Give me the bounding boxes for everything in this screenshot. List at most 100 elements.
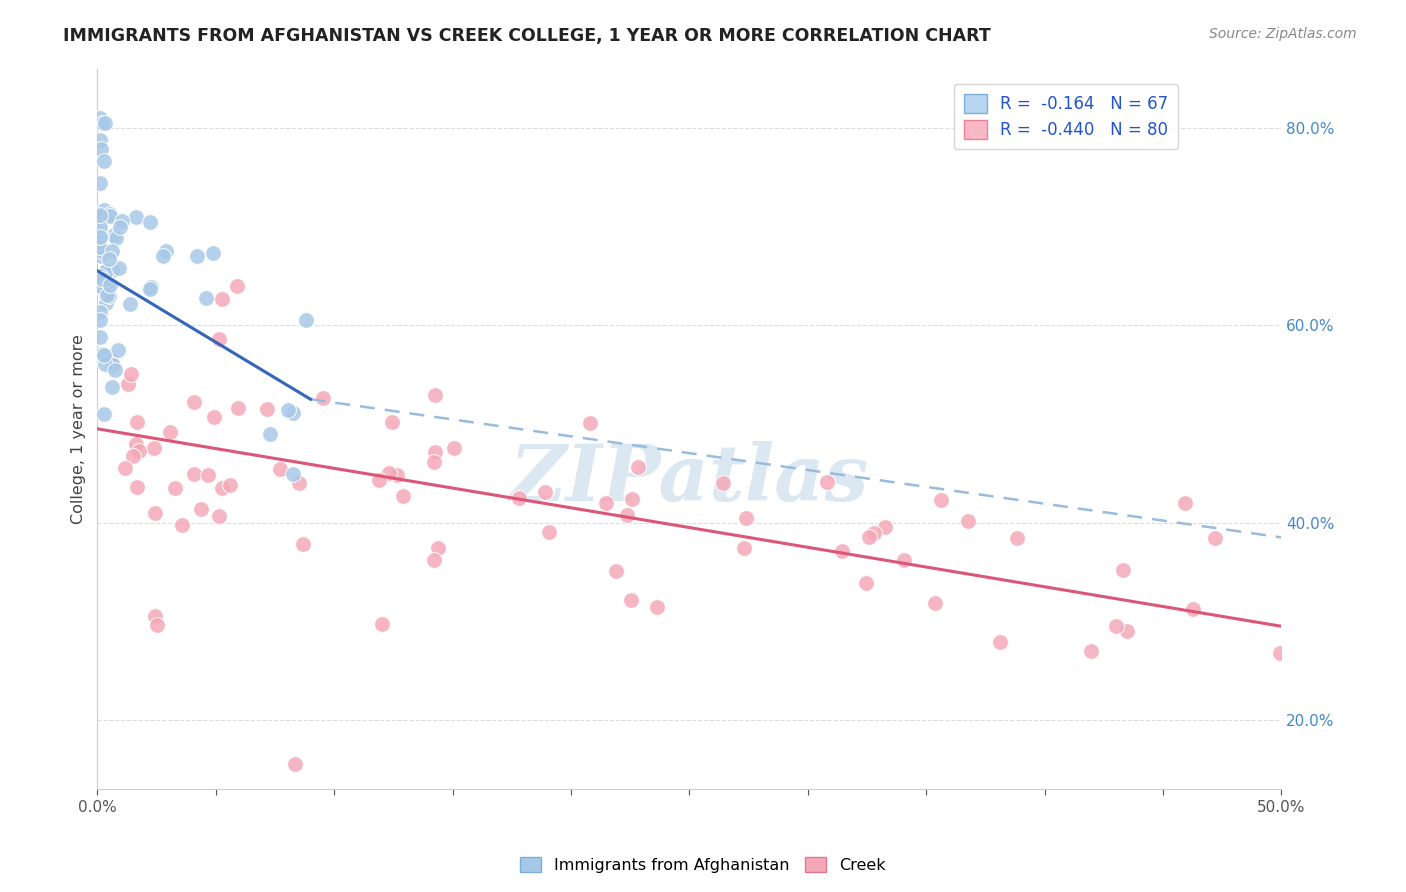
Point xyxy=(208,508,231,523)
Point xyxy=(367,473,389,487)
Point xyxy=(1204,531,1226,545)
Point xyxy=(534,485,557,500)
Text: IMMIGRANTS FROM AFGHANISTAN VS CREEK COLLEGE, 1 YEAR OR MORE CORRELATION CHART: IMMIGRANTS FROM AFGHANISTAN VS CREEK COL… xyxy=(63,27,991,45)
Point xyxy=(100,353,122,368)
Point xyxy=(862,525,884,540)
Point xyxy=(194,292,217,306)
Point xyxy=(90,116,112,130)
Point xyxy=(1080,644,1102,658)
Point xyxy=(128,444,150,458)
Legend: R =  -0.164   N = 67, R =  -0.440   N = 80: R = -0.164 N = 67, R = -0.440 N = 80 xyxy=(953,84,1178,149)
Text: ZIPatlas: ZIPatlas xyxy=(510,441,869,517)
Point xyxy=(89,132,111,146)
Point xyxy=(127,416,149,430)
Point xyxy=(96,278,118,293)
Point xyxy=(107,343,129,358)
Point xyxy=(104,230,127,244)
Point xyxy=(202,246,225,260)
Point xyxy=(101,244,124,258)
Point xyxy=(197,468,219,483)
Point xyxy=(117,377,139,392)
Point xyxy=(93,407,115,421)
Point xyxy=(226,279,249,293)
Point xyxy=(89,230,111,244)
Point xyxy=(89,269,111,284)
Point xyxy=(1005,531,1028,545)
Point xyxy=(423,552,446,566)
Point xyxy=(1181,602,1204,616)
Point xyxy=(1111,563,1133,577)
Point xyxy=(423,455,446,469)
Point xyxy=(1105,618,1128,632)
Point xyxy=(90,347,112,361)
Point xyxy=(120,368,142,382)
Point xyxy=(579,417,602,431)
Point xyxy=(284,757,307,772)
Point xyxy=(381,415,404,429)
Point xyxy=(190,501,212,516)
Point xyxy=(711,475,734,490)
Point xyxy=(392,489,415,503)
Point xyxy=(122,449,145,463)
Point xyxy=(143,506,166,520)
Point xyxy=(93,154,115,169)
Point xyxy=(97,252,120,267)
Point xyxy=(988,635,1011,649)
Point xyxy=(929,492,952,507)
Point xyxy=(89,239,111,253)
Point xyxy=(734,511,756,525)
Point xyxy=(125,480,148,494)
Point xyxy=(163,481,186,495)
Point xyxy=(89,177,111,191)
Point xyxy=(186,250,208,264)
Point xyxy=(312,392,335,406)
Point xyxy=(605,564,627,578)
Text: Source: ZipAtlas.com: Source: ZipAtlas.com xyxy=(1209,27,1357,41)
Point xyxy=(873,520,896,534)
Point xyxy=(537,525,560,540)
Point xyxy=(858,530,880,544)
Point xyxy=(89,330,111,344)
Point xyxy=(104,362,127,376)
Point xyxy=(385,468,408,483)
Point xyxy=(94,271,117,285)
Point xyxy=(616,508,638,522)
Point xyxy=(855,575,877,590)
Point xyxy=(138,214,160,228)
Point xyxy=(170,518,193,533)
Point xyxy=(159,425,181,440)
Point xyxy=(124,436,146,450)
Point xyxy=(211,481,233,495)
Point xyxy=(90,249,112,263)
Point xyxy=(1116,624,1139,638)
Point xyxy=(1268,647,1291,661)
Point xyxy=(139,280,162,294)
Point xyxy=(90,244,112,258)
Point xyxy=(155,244,177,258)
Point xyxy=(89,305,111,319)
Point xyxy=(281,406,304,420)
Point xyxy=(831,544,853,558)
Point xyxy=(443,442,465,456)
Point xyxy=(96,287,118,301)
Point xyxy=(269,462,291,476)
Point xyxy=(93,348,115,362)
Point xyxy=(91,210,114,224)
Point xyxy=(183,467,205,481)
Point xyxy=(89,112,111,126)
Point xyxy=(93,357,115,371)
Point xyxy=(208,333,231,347)
Point xyxy=(125,211,148,225)
Point xyxy=(620,592,643,607)
Point xyxy=(204,410,226,425)
Point xyxy=(508,491,530,505)
Point xyxy=(956,514,979,528)
Point xyxy=(96,263,118,277)
Point xyxy=(292,537,315,551)
Point xyxy=(378,466,401,480)
Point xyxy=(288,476,311,491)
Point xyxy=(89,212,111,227)
Point xyxy=(426,541,449,556)
Point xyxy=(98,210,121,224)
Point xyxy=(218,477,240,491)
